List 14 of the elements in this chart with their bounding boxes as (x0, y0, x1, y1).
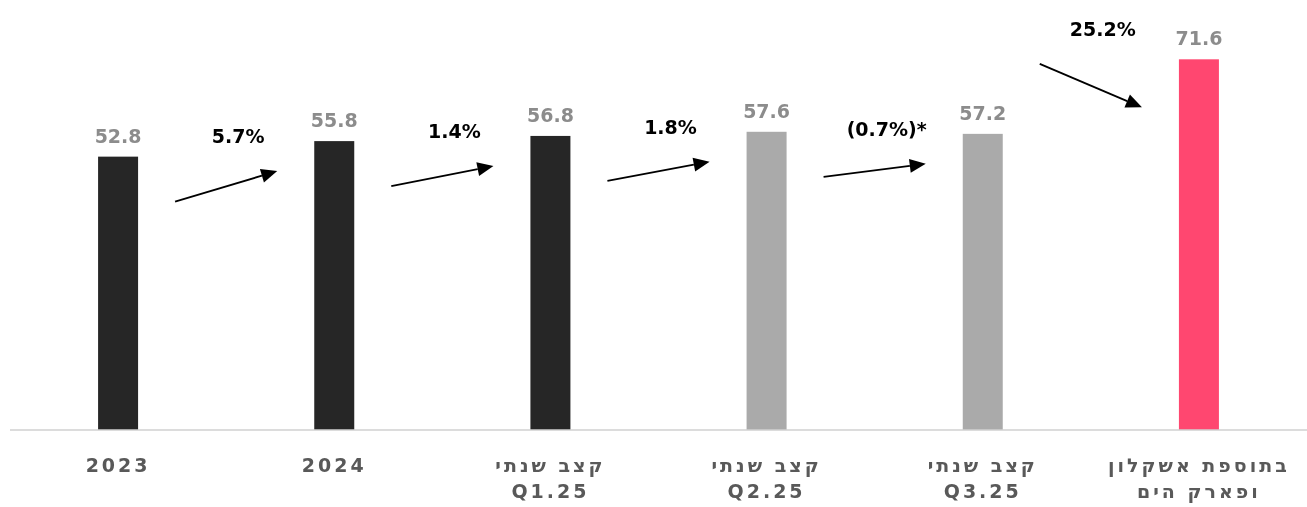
annotation: 5.7% (211, 125, 265, 148)
data-label: 57.2 (959, 101, 1007, 124)
annotation: 1.4% (427, 119, 481, 142)
data-label: 55.8 (310, 109, 358, 132)
annotation: (0.7%)* (846, 117, 927, 140)
data-label: 71.6 (1175, 27, 1223, 50)
text: 25.2% (1069, 17, 1136, 40)
x-tick-label: 2023 (85, 454, 151, 476)
data-label: 57.6 (743, 99, 791, 122)
x-tick-label: בתוספת אשקלון ופארק הים (1107, 454, 1290, 503)
data-label: 56.8 (526, 103, 574, 126)
x-tick-label: 2024 (301, 454, 367, 476)
data-label: 52.8 (94, 124, 142, 147)
annotation: 1.8% (644, 115, 697, 138)
